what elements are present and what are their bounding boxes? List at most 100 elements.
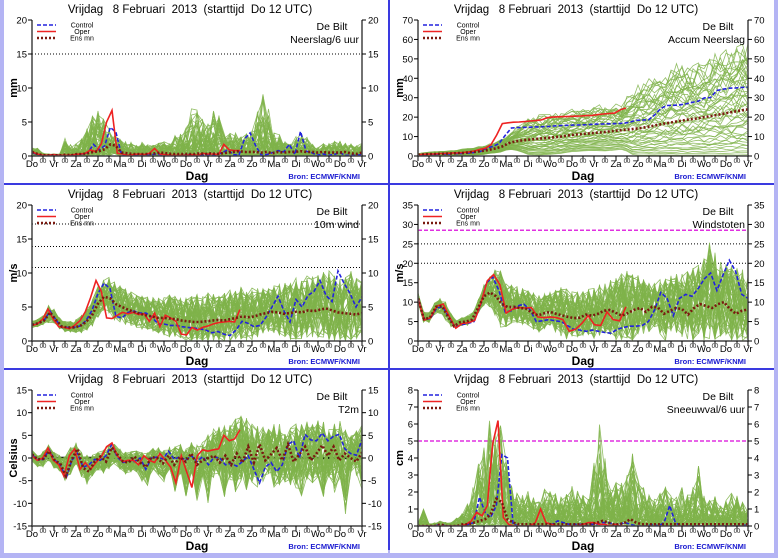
legend-label: Ens mn bbox=[70, 406, 94, 413]
x-tick-label-hour: 00 bbox=[514, 159, 521, 165]
y-tick-label: 35 bbox=[402, 201, 413, 212]
x-tick-label-day: Do bbox=[26, 529, 38, 540]
ensemble-members bbox=[32, 94, 362, 156]
x-tick-label-hour: 00 bbox=[448, 159, 455, 165]
y-tick-label-right: 0 bbox=[754, 337, 759, 348]
y-tick-label-right: 0 bbox=[754, 152, 759, 163]
legend-label: Control bbox=[457, 208, 480, 215]
x-tick-label-hour: 00 bbox=[348, 529, 355, 535]
x-tick-label-day: Vr bbox=[435, 529, 444, 540]
oper-line bbox=[418, 107, 627, 156]
x-tick-label-hour: 00 bbox=[62, 344, 69, 350]
x-tick-label-day: Do bbox=[26, 344, 38, 355]
y-tick-label-right: 1 bbox=[754, 505, 759, 516]
member-line bbox=[32, 424, 362, 507]
x-tick-label-day: Do bbox=[180, 159, 192, 170]
legend-label: Ens mn bbox=[70, 221, 94, 228]
x-tick-label-day: Vr bbox=[435, 344, 444, 355]
y-tick-label: 8 bbox=[408, 386, 413, 397]
chart-title: Vrijdag 8 Februari 2013 (starttijd Do 12… bbox=[454, 4, 699, 16]
x-tick-label-hour: 00 bbox=[172, 529, 179, 535]
y-tick-label: 70 bbox=[402, 16, 413, 27]
x-tick-label-day: Do bbox=[720, 344, 732, 355]
chart-panel-wind: Vrijdag 8 Februari 2013 (starttijd Do 12… bbox=[4, 185, 388, 368]
ensemble-members bbox=[418, 43, 748, 156]
legend-label: Oper bbox=[74, 214, 90, 221]
x-tick-label-hour: 00 bbox=[150, 159, 157, 165]
x-tick-label-hour: 00 bbox=[282, 529, 289, 535]
y-tick-label: 4 bbox=[408, 454, 413, 465]
x-tick-label-day: Ma bbox=[653, 159, 667, 170]
x-tick-label-hour: 00 bbox=[712, 529, 719, 535]
ensmean-line bbox=[32, 440, 362, 480]
x-tick-label-day: Wo bbox=[157, 344, 171, 355]
y-tick-label: 10 bbox=[16, 84, 27, 95]
chart-title: Vrijdag 8 Februari 2013 (starttijd Do 12… bbox=[454, 189, 699, 201]
x-tick-label-day: Ma bbox=[499, 344, 513, 355]
x-tick-label-day: Zo bbox=[632, 529, 643, 540]
x-tick-label-day: Wo bbox=[697, 344, 711, 355]
x-tick-label-day: Ma bbox=[653, 529, 667, 540]
y-tick-label-right: 40 bbox=[754, 74, 765, 85]
x-tick-label-hour: 00 bbox=[624, 344, 631, 350]
x-axis-label: Dag bbox=[572, 539, 595, 553]
control-line bbox=[32, 268, 362, 337]
x-tick-label-hour: 00 bbox=[128, 344, 135, 350]
x-tick-label-hour: 00 bbox=[106, 344, 113, 350]
x-tick-label-hour: 00 bbox=[492, 159, 499, 165]
legend-label: Ens mn bbox=[456, 406, 480, 413]
x-tick-label-hour: 00 bbox=[216, 344, 223, 350]
x-tick-label-hour: 00 bbox=[260, 344, 267, 350]
x-tick-label-day: Ma bbox=[113, 159, 127, 170]
x-tick-label-day: Ma bbox=[267, 529, 281, 540]
x-tick-label-day: Do bbox=[412, 159, 424, 170]
x-tick-label-day: Vr bbox=[589, 529, 598, 540]
x-tick-label-hour: 00 bbox=[690, 159, 697, 165]
x-tick-label-day: Vr bbox=[203, 344, 212, 355]
x-tick-label-hour: 00 bbox=[106, 159, 113, 165]
x-tick-label-day: Ma bbox=[499, 159, 513, 170]
x-axis-label: Dag bbox=[186, 539, 209, 553]
y-tick-label-right: 0 bbox=[368, 337, 373, 348]
ensmean-line bbox=[32, 295, 362, 329]
x-tick-label-hour: 00 bbox=[470, 159, 477, 165]
ensmean-line bbox=[418, 496, 748, 526]
x-tick-label-hour: 00 bbox=[668, 159, 675, 165]
x-tick-label-day: Do bbox=[334, 344, 346, 355]
member-line bbox=[418, 43, 748, 154]
x-tick-label-hour: 00 bbox=[304, 344, 311, 350]
x-tick-label-hour: 00 bbox=[84, 344, 91, 350]
x-tick-label-day: Di bbox=[678, 529, 687, 540]
legend-label: Control bbox=[71, 23, 94, 30]
variable-label: 10m wind bbox=[314, 219, 359, 231]
y-tick-label-right: 35 bbox=[754, 201, 765, 212]
x-tick-label-hour: 00 bbox=[646, 529, 653, 535]
x-tick-label-day: Za bbox=[70, 159, 82, 170]
chart-panel-gusts: Vrijdag 8 Februari 2013 (starttijd Do 12… bbox=[390, 185, 774, 368]
member-line bbox=[32, 99, 362, 156]
y-tick-label: 0 bbox=[408, 337, 413, 348]
x-axis-label: Dag bbox=[572, 354, 595, 368]
x-tick-label-hour: 00 bbox=[194, 344, 201, 350]
x-tick-label-day: Wo bbox=[157, 529, 171, 540]
x-tick-label-day: Zo bbox=[92, 529, 103, 540]
x-tick-label-hour: 00 bbox=[216, 159, 223, 165]
station-label: De Bilt bbox=[703, 206, 734, 218]
y-tick-label-right: 10 bbox=[368, 269, 379, 280]
x-tick-label-hour: 00 bbox=[62, 159, 69, 165]
x-tick-label-hour: 00 bbox=[282, 344, 289, 350]
chart-panel-t2m: Vrijdag 8 Februari 2013 (starttijd Do 12… bbox=[4, 370, 388, 553]
chart-wind: Vrijdag 8 Februari 2013 (starttijd Do 12… bbox=[8, 189, 379, 368]
member-line bbox=[32, 274, 362, 341]
x-tick-label-day: Di bbox=[292, 529, 301, 540]
y-tick-label: 40 bbox=[402, 74, 413, 85]
x-tick-label-day: Wo bbox=[157, 159, 171, 170]
x-tick-label-day: Za bbox=[224, 529, 236, 540]
x-tick-label-hour: 00 bbox=[514, 344, 521, 350]
x-tick-label-day: Zo bbox=[632, 159, 643, 170]
